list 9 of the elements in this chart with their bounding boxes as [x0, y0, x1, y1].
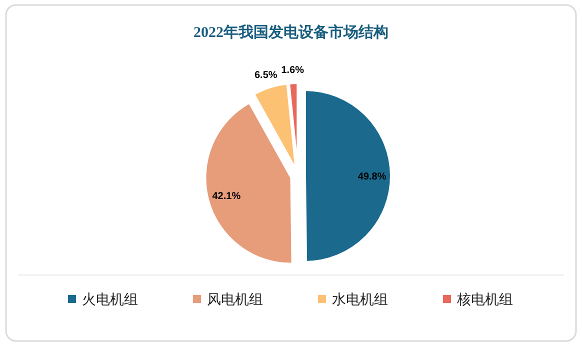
legend-label: 风电机组 [207, 291, 263, 307]
data-label: 42.1% [212, 191, 241, 202]
data-label: 49.8% [358, 172, 386, 183]
chart-title: 2022年我国发电设备市场结构 [194, 23, 388, 41]
data-label: 6.5% [254, 70, 278, 81]
legend-label: 火电机组 [82, 291, 138, 307]
legend-label: 核电机组 [456, 291, 513, 307]
legend-label: 水电机组 [332, 291, 388, 307]
data-label: 1.6% [281, 65, 304, 76]
